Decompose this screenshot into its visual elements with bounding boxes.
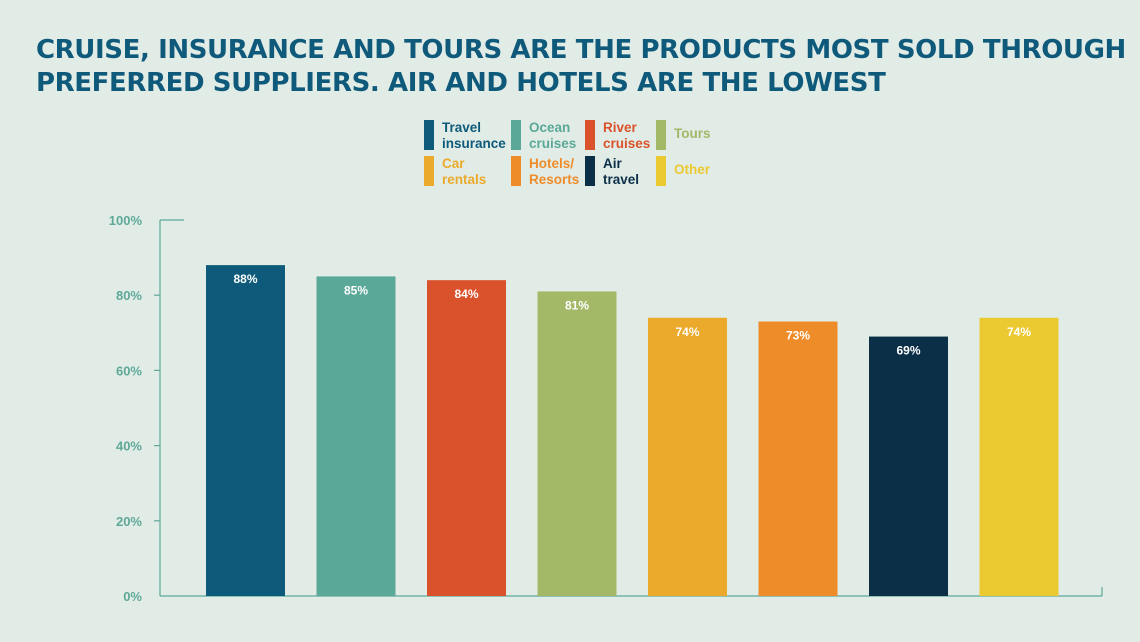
legend-swatch xyxy=(511,120,521,150)
legend-label: Hotels/ Resorts xyxy=(529,156,580,187)
data-label: 84% xyxy=(454,287,478,301)
legend-item: Other xyxy=(656,156,738,190)
data-label: 88% xyxy=(233,272,257,286)
legend-swatch xyxy=(585,120,595,150)
bar xyxy=(316,276,396,596)
bar xyxy=(206,265,285,596)
bar xyxy=(648,317,727,596)
y-tick-label: 80% xyxy=(116,288,142,303)
legend-swatch xyxy=(424,156,434,186)
chart-title: CRUISE, INSURANCE AND TOURS ARE THE PROD… xyxy=(36,34,1126,100)
bar xyxy=(537,291,617,596)
data-label: 74% xyxy=(1007,325,1031,339)
legend-swatch xyxy=(656,156,666,186)
legend-swatch xyxy=(511,156,521,186)
y-tick-label: 20% xyxy=(116,514,142,529)
data-label: 69% xyxy=(896,344,920,358)
y-tick-label: 60% xyxy=(116,363,142,378)
legend-item: Tours xyxy=(656,120,738,154)
legend-label: Other xyxy=(674,162,711,177)
data-label: 81% xyxy=(565,298,589,312)
legend-label: Car rentals xyxy=(442,156,487,187)
legend-label: Ocean cruises xyxy=(529,120,577,151)
data-label: 74% xyxy=(675,325,699,339)
bar xyxy=(758,321,838,596)
chart-title-line-1: CRUISE, INSURANCE AND TOURS ARE THE PROD… xyxy=(36,35,1126,65)
legend-item: River cruises xyxy=(585,120,667,154)
legend-item: Travel insurance xyxy=(424,120,506,154)
y-tick-label: 0% xyxy=(123,589,142,604)
bar xyxy=(427,280,506,596)
legend-item: Air travel xyxy=(585,156,667,190)
bar xyxy=(979,317,1059,596)
chart-title-line-2: PREFERRED SUPPLIERS. AIR AND HOTELS ARE … xyxy=(36,68,886,98)
y-tick-label: 40% xyxy=(116,439,142,454)
chart-legend: Travel insurance Ocean cruises River cruis… xyxy=(424,120,744,190)
legend-item: Car rentals xyxy=(424,156,506,190)
legend-label: Air travel xyxy=(603,156,640,187)
bar xyxy=(869,336,948,596)
legend-item: Hotels/ Resorts xyxy=(511,156,593,190)
data-label: 85% xyxy=(344,283,368,297)
legend-item: Ocean cruises xyxy=(511,120,593,154)
legend-swatch xyxy=(656,120,666,150)
legend-label: Travel insurance xyxy=(442,120,506,151)
data-label: 73% xyxy=(786,329,810,343)
legend-swatch xyxy=(424,120,434,150)
legend-label: River cruises xyxy=(603,120,651,151)
y-tick-label: 100% xyxy=(109,213,143,228)
legend-swatch xyxy=(585,156,595,186)
legend-label: Tours xyxy=(674,126,711,141)
